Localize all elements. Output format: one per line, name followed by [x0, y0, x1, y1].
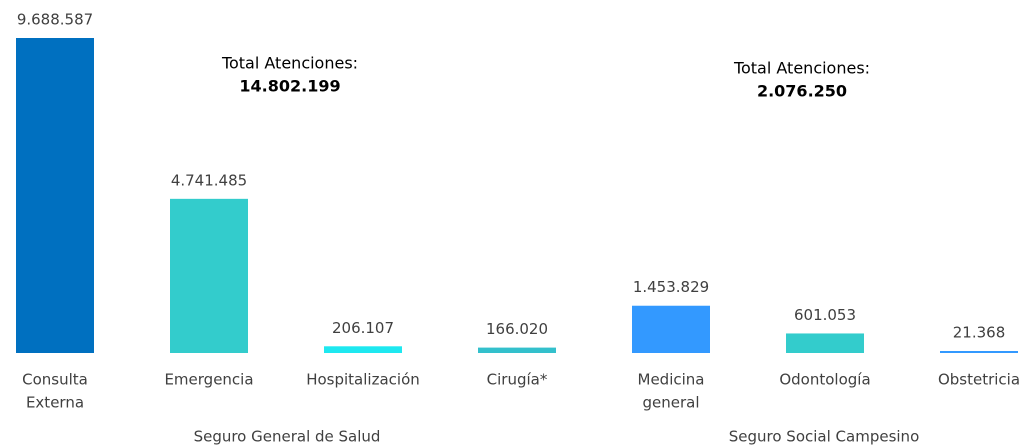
total: 2.076.250: [757, 82, 847, 101]
value-label: 166.020: [486, 320, 548, 338]
x-tick-label: Externa: [26, 394, 84, 412]
value-label: 4.741.485: [171, 171, 247, 189]
value-label: 206.107: [332, 319, 394, 337]
bar: [478, 347, 556, 353]
group-label: Seguro General de Salud: [194, 428, 381, 445]
value-label: 601.053: [794, 306, 856, 324]
x-tick-label: Emergencia: [164, 371, 253, 389]
bar: [786, 333, 864, 353]
annotation: Total Atenciones:: [733, 59, 870, 78]
value-label: 9.688.587: [17, 11, 93, 29]
x-tick-label: Medicina: [638, 371, 705, 389]
x-tick-label: Obstetricia: [938, 371, 1020, 389]
x-tick-label: Consulta: [22, 371, 88, 389]
bar: [324, 346, 402, 353]
bar: [940, 351, 1018, 353]
value-label: 1.453.829: [633, 278, 709, 296]
bar: [170, 198, 248, 353]
annotation: Total Atenciones:: [221, 54, 358, 73]
x-tick-label: Cirugía*: [487, 371, 548, 389]
group-label: Seguro Social Campesino: [729, 428, 920, 445]
x-tick-label: general: [642, 394, 699, 412]
x-tick-label: Hospitalización: [306, 371, 420, 389]
x-tick-label: Odontología: [779, 371, 870, 389]
bar: [16, 38, 94, 353]
bar: [632, 305, 710, 353]
value-label: 21.368: [953, 324, 1006, 342]
total: 14.802.199: [239, 77, 340, 96]
